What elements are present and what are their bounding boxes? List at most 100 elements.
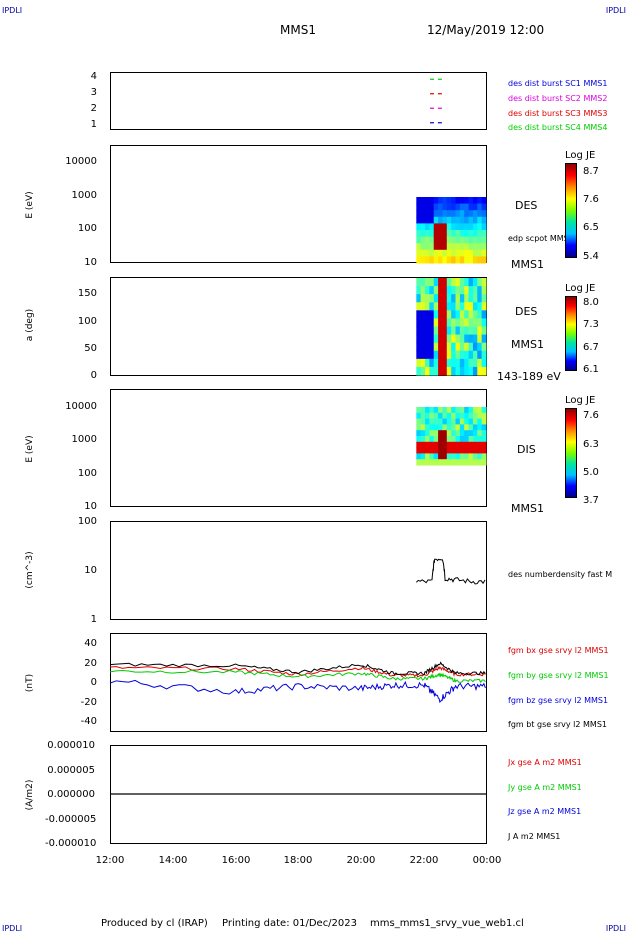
dis-energy-cell (481, 424, 487, 431)
dis-energy-cell (429, 430, 435, 437)
dis-energy-cell (438, 430, 443, 437)
des-pitch-cell (459, 358, 465, 368)
des-energy-cell (459, 197, 465, 205)
des-energy-cell (451, 243, 457, 251)
des-energy-cell (459, 236, 465, 244)
des-energy-cell (464, 223, 470, 231)
des-energy-cell (442, 203, 448, 211)
mission-title: MMS1 (280, 23, 316, 37)
des-pitch-cell (455, 302, 461, 311)
dis-energy-cell (472, 407, 478, 414)
des-pitch-cell (433, 318, 439, 327)
des-pitch-cell (472, 278, 478, 287)
des-energy-cell (416, 256, 422, 264)
des-pitch-cell (433, 310, 439, 319)
dis-energy-cell (425, 441, 430, 449)
dis-energy-cell (451, 453, 457, 460)
dis-energy-cell (459, 418, 465, 425)
des-energy-cell (429, 197, 435, 205)
dis-energy-cell (425, 430, 430, 437)
dis-energy-cell (455, 412, 461, 420)
des-energy-cell (420, 230, 426, 238)
des-pitch-cell (446, 358, 452, 368)
dis-energy-cell (481, 412, 487, 420)
des-energy-cell (477, 216, 483, 224)
des-pitch-cell (477, 366, 483, 376)
des-pitch-cell (433, 294, 439, 303)
des-energy-cell (468, 236, 474, 244)
des-pitch-cell (468, 278, 474, 287)
des-energy-cell (477, 210, 483, 218)
des-energy-cell (464, 256, 470, 264)
des-energy-cell (442, 230, 448, 238)
p1-ytick: 3 (90, 87, 97, 98)
dis-energy-cell (451, 447, 457, 454)
des-energy-cell (433, 203, 439, 211)
des-energy-cell (472, 216, 478, 224)
des-pitch-cell (429, 302, 435, 311)
dis-energy-cell (420, 436, 426, 443)
des-pitch-cell (459, 310, 465, 319)
des-pitch-cell (451, 318, 457, 327)
p2-sublabel: edp scpot MMS1 (508, 234, 574, 243)
p3-ytick: 100 (77, 316, 97, 327)
des-energy-cell (446, 230, 452, 238)
dis-energy-cell (464, 407, 470, 414)
des-pitch-cell (481, 334, 487, 344)
dis-energy-cell (451, 412, 457, 420)
des-pitch-cell (472, 294, 478, 303)
des-pitch-cell (446, 286, 452, 295)
dis-energy-cell (477, 418, 483, 425)
x-tick: 16:00 (221, 855, 251, 866)
dis-energy-cell (481, 436, 487, 443)
dis-energy-cell (455, 418, 461, 425)
des-energy-cell (433, 236, 439, 244)
dis-energy-cell (468, 430, 474, 437)
dis-energy-cell (416, 459, 422, 466)
des-energy-cell (438, 249, 443, 257)
dis-energy-cell (477, 436, 483, 443)
des-energy-cell (446, 256, 452, 264)
dis-energy-cell (472, 436, 478, 443)
des-pitch-cell (416, 350, 422, 360)
des-energy-cell (442, 249, 448, 257)
p7-ytick: -0.000005 (45, 814, 97, 825)
des-pitch-cell (429, 358, 435, 368)
des-energy-cell (455, 243, 461, 251)
des-pitch-cell (438, 310, 443, 319)
p1-legend-sc1: des dist burst SC1 MMS1 (508, 79, 608, 88)
des-pitch-cell (477, 358, 483, 368)
des-pitch-cell (425, 310, 430, 319)
des-energy-cell (420, 256, 426, 264)
dis-energy-cell (455, 424, 461, 431)
dis-energy-cell (416, 412, 422, 420)
des-energy-cell (438, 216, 443, 224)
x-tick: 22:00 (409, 855, 439, 866)
p1-legend-sc2: des dist burst SC2 MMS2 (508, 94, 608, 103)
des-pitch-cell (442, 294, 448, 303)
dis-energy-cell (472, 441, 478, 449)
des-pitch-cell (446, 326, 452, 336)
dis-energy-cell (464, 447, 470, 454)
dis-energy-cell (455, 459, 461, 466)
des-pitch-cell (472, 342, 478, 352)
dis-energy-cell (442, 418, 448, 425)
des-pitch-cell (477, 302, 483, 311)
dis-energy-cell (481, 447, 487, 454)
dis-energy-cell (446, 412, 452, 420)
des-energy-cell (477, 236, 483, 244)
p6-ytick: 20 (84, 658, 97, 669)
dis-energy-cell (446, 418, 452, 425)
dis-energy-cell (459, 407, 465, 414)
des-pitch-cell (446, 342, 452, 352)
dis-energy-cell (459, 424, 465, 431)
dis-energy-cell (481, 441, 487, 449)
des-pitch-cell (446, 350, 452, 360)
dis-energy-cell (464, 424, 470, 431)
des-energy-cell (425, 203, 430, 211)
des-pitch-cell (464, 358, 470, 368)
des-energy-cell (464, 249, 470, 257)
p7-ytick: -0.000010 (45, 838, 97, 849)
dis-energy-cell (472, 453, 478, 460)
